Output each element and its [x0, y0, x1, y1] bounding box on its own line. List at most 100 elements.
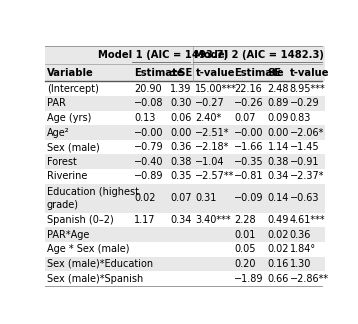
Text: −0.79: −0.79: [134, 142, 164, 152]
Text: 1.39: 1.39: [170, 84, 192, 94]
Text: 2.28: 2.28: [234, 215, 256, 225]
Text: Riverine: Riverine: [47, 171, 87, 181]
Text: −2.51*: −2.51*: [195, 128, 230, 137]
Bar: [45, 110, 325, 125]
Text: −0.29: −0.29: [290, 98, 319, 108]
Text: Sex (male)*Spanish: Sex (male)*Spanish: [47, 273, 143, 284]
Text: Estimate: Estimate: [134, 68, 184, 78]
Text: 0.34: 0.34: [170, 215, 192, 225]
Text: Sex (male)*Education: Sex (male)*Education: [47, 259, 153, 269]
Text: t-value: t-value: [290, 68, 329, 78]
Text: Variable: Variable: [47, 68, 94, 78]
Text: 20.90: 20.90: [134, 84, 162, 94]
Text: −0.08: −0.08: [134, 98, 164, 108]
Text: −2.86**: −2.86**: [290, 273, 329, 284]
Text: 0.00: 0.00: [267, 128, 289, 137]
Text: 0.07: 0.07: [234, 113, 256, 123]
Text: 1.30: 1.30: [290, 259, 311, 269]
Text: 0.02: 0.02: [267, 230, 289, 240]
Text: 0.01: 0.01: [234, 230, 256, 240]
Text: Sex (male): Sex (male): [47, 142, 100, 152]
Text: 0.02: 0.02: [267, 244, 289, 254]
Text: 0.34: 0.34: [267, 171, 289, 181]
Text: 0.13: 0.13: [134, 113, 156, 123]
Text: 0.49: 0.49: [267, 215, 289, 225]
Text: PAR*Age: PAR*Age: [47, 230, 90, 240]
Bar: [45, 242, 325, 257]
Text: 1.17: 1.17: [134, 215, 156, 225]
Bar: [45, 184, 325, 213]
Bar: [45, 140, 325, 155]
Text: Age * Sex (male): Age * Sex (male): [47, 244, 130, 254]
Text: 1.14: 1.14: [267, 142, 289, 152]
Text: −0.09: −0.09: [234, 193, 264, 203]
Text: (Intercept): (Intercept): [47, 84, 99, 94]
Bar: [45, 271, 325, 286]
Text: 4.61***: 4.61***: [290, 215, 325, 225]
Text: 0.14: 0.14: [267, 193, 289, 203]
Bar: [45, 227, 325, 242]
Text: −1.89: −1.89: [234, 273, 264, 284]
Text: 1.84°: 1.84°: [290, 244, 316, 254]
Text: Age²: Age²: [47, 128, 69, 137]
Text: 8.95***: 8.95***: [290, 84, 325, 94]
Text: −2.18*: −2.18*: [195, 142, 230, 152]
Text: −0.89: −0.89: [134, 171, 164, 181]
Text: ±SE: ±SE: [170, 68, 193, 78]
Text: −0.00: −0.00: [134, 128, 164, 137]
Bar: [45, 257, 325, 271]
Bar: [45, 46, 325, 64]
Text: 2.40*: 2.40*: [195, 113, 222, 123]
Bar: [45, 64, 325, 81]
Text: Model 1 (AIC = 1493.7): Model 1 (AIC = 1493.7): [98, 50, 228, 60]
Text: −1.45: −1.45: [290, 142, 319, 152]
Text: −0.00: −0.00: [234, 128, 264, 137]
Text: 0.16: 0.16: [267, 259, 289, 269]
Text: 0.35: 0.35: [170, 171, 192, 181]
Text: 0.06: 0.06: [170, 113, 192, 123]
Text: −2.37*: −2.37*: [290, 171, 324, 181]
Text: −0.35: −0.35: [234, 157, 264, 167]
Text: Education (highest: Education (highest: [47, 187, 139, 197]
Text: 0.36: 0.36: [170, 142, 192, 152]
Text: 0.38: 0.38: [170, 157, 192, 167]
Text: Forest: Forest: [47, 157, 77, 167]
Text: 0.02: 0.02: [134, 193, 156, 203]
Text: 3.40***: 3.40***: [195, 215, 231, 225]
Bar: [45, 213, 325, 227]
Bar: [45, 125, 325, 140]
Bar: [45, 96, 325, 110]
Text: Spanish (0–2): Spanish (0–2): [47, 215, 114, 225]
Text: −0.81: −0.81: [234, 171, 264, 181]
Text: −0.91: −0.91: [290, 157, 319, 167]
Text: −0.27: −0.27: [195, 98, 225, 108]
Text: 0.07: 0.07: [170, 193, 192, 203]
Text: −2.06*: −2.06*: [290, 128, 324, 137]
Text: 0.00: 0.00: [170, 128, 192, 137]
Text: Age (yrs): Age (yrs): [47, 113, 91, 123]
Text: 0.89: 0.89: [267, 98, 289, 108]
Text: −0.26: −0.26: [234, 98, 264, 108]
Text: t-value: t-value: [195, 68, 235, 78]
Text: 2.48: 2.48: [267, 84, 289, 94]
Text: −1.66: −1.66: [234, 142, 264, 152]
Text: PAR: PAR: [47, 98, 66, 108]
Text: Model 2 (AIC = 1482.3): Model 2 (AIC = 1482.3): [194, 50, 324, 60]
Text: 22.16: 22.16: [234, 84, 262, 94]
Text: 15.00***: 15.00***: [195, 84, 237, 94]
Text: Estimate: Estimate: [234, 68, 284, 78]
Text: 0.38: 0.38: [267, 157, 289, 167]
Bar: [45, 155, 325, 169]
Text: 0.66: 0.66: [267, 273, 289, 284]
Text: 0.05: 0.05: [234, 244, 256, 254]
Text: −0.40: −0.40: [134, 157, 164, 167]
Text: −2.57**: −2.57**: [195, 171, 235, 181]
Text: −0.63: −0.63: [290, 193, 319, 203]
Text: 0.36: 0.36: [290, 230, 311, 240]
Bar: [45, 81, 325, 96]
Text: SE: SE: [267, 68, 281, 78]
Text: 0.30: 0.30: [170, 98, 192, 108]
Text: grade): grade): [47, 200, 79, 210]
Text: 0.31: 0.31: [195, 193, 217, 203]
Text: 0.09: 0.09: [267, 113, 289, 123]
